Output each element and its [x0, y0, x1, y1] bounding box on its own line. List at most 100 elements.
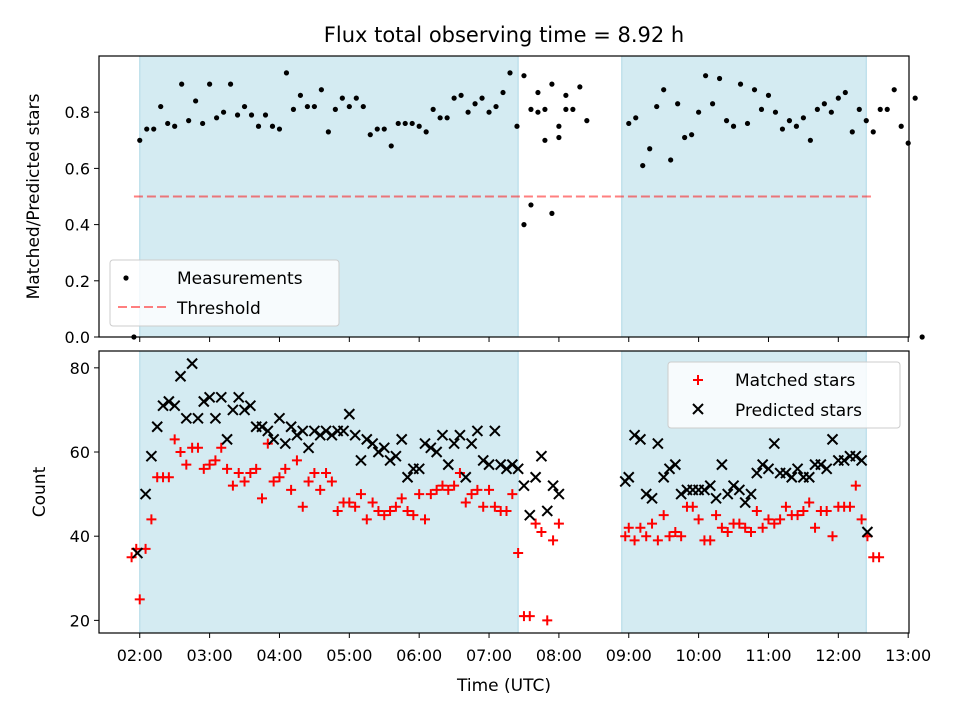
measurement-point	[172, 123, 178, 129]
matched-stars-point	[449, 480, 460, 491]
matched-stars-point	[367, 497, 378, 508]
matched-stars-point	[716, 522, 727, 533]
matched-stars-point	[769, 518, 780, 529]
predicted-stars-point	[343, 408, 356, 420]
measurement-point	[381, 126, 387, 132]
predicted-stars-point	[850, 450, 862, 462]
predicted-stars-point	[716, 458, 728, 471]
matched-stars-point	[652, 535, 663, 546]
measurement-point	[500, 89, 506, 96]
matched-stars-point	[798, 505, 809, 516]
x-tick-label: 02:00	[117, 646, 163, 665]
measurement-point	[786, 118, 793, 124]
measurement-point	[297, 92, 304, 98]
measurement-point	[772, 109, 779, 115]
predicted-stars-point	[291, 429, 303, 441]
predicted-stars-point	[157, 400, 169, 412]
measurement-point	[200, 120, 206, 127]
x-axis-label: Time (UTC)	[456, 676, 551, 696]
predicted-stars-point	[442, 458, 454, 471]
measurement-point	[137, 137, 143, 143]
predicted-stars-point	[285, 421, 297, 433]
predicted-stars-point	[203, 391, 216, 404]
matched-stars-point	[169, 434, 180, 445]
measurement-point	[912, 95, 918, 101]
matched-stars-point	[233, 468, 244, 479]
matched-stars-point	[204, 459, 215, 470]
matched-stars-point	[361, 514, 372, 525]
measurement-point	[269, 123, 276, 129]
measurement-point	[430, 106, 436, 112]
matched-stars-point	[821, 505, 832, 516]
measurement-point	[416, 123, 422, 129]
predicted-stars-point	[803, 471, 815, 483]
y-tick-label: 80	[70, 359, 90, 378]
matched-stars-point	[804, 497, 815, 508]
top-panel: 0.0 0.2 0.4 0.6 0.8 Matched/Predicted stars Me…	[24, 55, 925, 347]
measurement-point	[165, 120, 171, 127]
predicted-stars-point	[640, 488, 652, 500]
measurement-point	[828, 109, 834, 115]
measurement-point	[884, 106, 890, 112]
measurement-point	[556, 123, 562, 129]
matched-stars-point	[379, 510, 390, 521]
matched-stars-point	[775, 514, 786, 525]
measurement-point	[919, 334, 925, 340]
bottom-panel: 20 40 60 80 02:00 03:00 04:00 05:00 06:00 07:00 08…	[30, 350, 931, 665]
predicted-stars-point	[256, 421, 268, 433]
matched-stars-point	[647, 518, 658, 529]
matched-stars-point	[524, 611, 535, 622]
predicted-stars-point	[826, 433, 839, 446]
matched-stars-point	[623, 522, 634, 533]
measurement-point	[709, 101, 716, 107]
measurement-point	[144, 126, 150, 132]
measurement-point	[290, 106, 297, 112]
y-tick-label: 60	[70, 443, 90, 462]
predicted-stars-point	[384, 454, 396, 467]
y-tick-label: 0.4	[65, 216, 90, 235]
measurement-point	[193, 98, 199, 104]
matched-stars-point	[257, 493, 268, 504]
predicted-stars-point	[180, 412, 193, 425]
matched-stars-point	[751, 505, 762, 516]
matched-stars-point	[210, 455, 221, 466]
y-tick-label: 0.8	[65, 103, 90, 122]
matched-stars-point	[472, 484, 483, 495]
predicted-stars-point	[471, 425, 484, 437]
measurement-point	[689, 132, 695, 138]
predicted-stars-point	[762, 463, 775, 475]
predicted-stars-point	[413, 463, 425, 475]
predicted-stars-point	[378, 442, 390, 454]
predicted-stars-point	[238, 404, 251, 416]
x-tick-label: 09:00	[606, 646, 652, 665]
y-tick-label: 0.0	[65, 328, 90, 347]
legend-label-predicted: Predicted stars	[735, 401, 862, 421]
predicted-stars-point	[780, 467, 792, 479]
predicted-stars-point	[494, 458, 507, 471]
predicted-stars-point	[419, 437, 431, 450]
predicted-stars-point	[430, 446, 443, 458]
measurement-point	[563, 92, 569, 98]
matched-stars-point	[414, 489, 425, 500]
measurement-point	[234, 112, 241, 118]
matched-stars-point	[181, 459, 192, 470]
predicted-stars-point	[262, 425, 274, 437]
matched-stars-point	[711, 510, 722, 521]
matched-stars-point	[420, 514, 431, 525]
predicted-stars-point	[221, 433, 233, 446]
measurement-point	[437, 115, 443, 121]
legend-box	[109, 259, 340, 327]
matched-stars-point	[722, 526, 733, 537]
matched-stars-point	[222, 463, 233, 474]
predicted-stars-point	[634, 433, 647, 446]
measurement-point	[584, 118, 590, 124]
measurement-point	[633, 115, 639, 121]
predicted-stars-point	[791, 463, 804, 475]
measurement-point	[793, 123, 800, 129]
matched-stars-point	[810, 522, 821, 533]
matched-stars-point	[757, 522, 768, 533]
measurement-point	[353, 95, 359, 101]
matched-stars-point	[620, 531, 631, 542]
matched-stars-point	[390, 501, 401, 512]
matched-stars-point	[355, 489, 366, 500]
